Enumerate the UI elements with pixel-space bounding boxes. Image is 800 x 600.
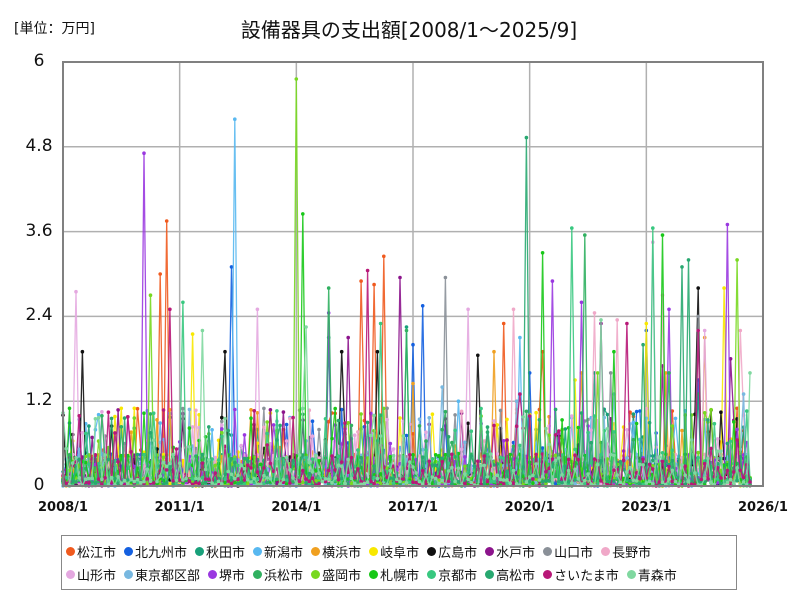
unit-label: [単位：万円] xyxy=(14,21,95,37)
legend-row: 松江市 北九州市 秋田市 新潟市 横浜市 岐阜市 広島市 水戸市 山口市 長野市 xyxy=(66,540,736,563)
y-tick-label: 2.4 xyxy=(25,305,53,326)
legend: 松江市 北九州市 秋田市 新潟市 横浜市 岐阜市 広島市 水戸市 山口市 長野市 山形市 東京都区部… xyxy=(61,535,737,590)
legend-item: 盛岡市 xyxy=(311,565,361,584)
legend-label: 高松市 xyxy=(496,569,536,584)
legend-label: 新潟市 xyxy=(264,546,304,561)
legend-item: 北九州市 xyxy=(124,542,187,561)
legend-item: 松江市 xyxy=(66,542,116,561)
legend-item: 東京都区部 xyxy=(124,565,200,584)
x-tick-label: 2014/1 xyxy=(271,500,322,515)
legend-marker-icon xyxy=(369,547,379,556)
legend-item: 岐阜市 xyxy=(369,542,419,561)
legend-marker-icon xyxy=(369,570,379,579)
legend-item: 長野市 xyxy=(601,542,651,561)
legend-marker-icon xyxy=(124,570,134,579)
legend-marker-icon xyxy=(66,547,75,556)
legend-item: 堺市 xyxy=(208,565,245,584)
legend-marker-icon xyxy=(601,547,611,556)
legend-marker-icon xyxy=(427,547,437,556)
plot-border xyxy=(62,61,764,487)
legend-label: さいたま市 xyxy=(554,569,619,584)
legend-label: 秋田市 xyxy=(206,546,246,561)
legend-marker-icon xyxy=(253,547,263,556)
legend-label: 札幌市 xyxy=(380,569,420,584)
x-tick-label: 2023/1 xyxy=(621,500,672,515)
legend-marker-icon xyxy=(124,547,134,556)
legend-label: 水戸市 xyxy=(496,546,536,561)
legend-item: 浜松市 xyxy=(253,565,303,584)
legend-label: 山口市 xyxy=(554,546,594,561)
x-tick-label: 2020/1 xyxy=(504,500,555,515)
legend-label: 東京都区部 xyxy=(135,569,201,584)
legend-label: 長野市 xyxy=(612,546,652,561)
legend-marker-icon xyxy=(195,547,205,556)
legend-label: 浜松市 xyxy=(264,569,304,584)
legend-label: 松江市 xyxy=(77,546,117,561)
x-tick-label: 2026/1 xyxy=(738,500,788,515)
x-tick-label: 2017/1 xyxy=(388,500,438,515)
legend-item: 新潟市 xyxy=(253,542,303,561)
y-tick-label: 4.8 xyxy=(25,135,53,156)
legend-item: 山口市 xyxy=(543,542,593,561)
chart-title: 設備器具の支出額[2008/1～2025/9] xyxy=(240,18,578,42)
legend-marker-icon xyxy=(311,570,321,579)
legend-item: 山形市 xyxy=(66,565,116,584)
legend-item: さいたま市 xyxy=(543,565,619,584)
legend-marker-icon xyxy=(485,547,495,556)
legend-item: 広島市 xyxy=(427,542,477,561)
series-lines xyxy=(61,77,752,489)
legend-item: 水戸市 xyxy=(485,542,535,561)
legend-marker-icon xyxy=(311,547,321,556)
legend-item: 札幌市 xyxy=(369,565,419,584)
legend-item: 青森市 xyxy=(626,565,677,584)
legend-item: 高松市 xyxy=(485,565,535,584)
legend-marker-icon xyxy=(208,570,218,579)
legend-label: 岐阜市 xyxy=(380,546,420,561)
y-tick-label: 0 xyxy=(33,475,45,495)
legend-label: 盛岡市 xyxy=(322,569,362,584)
y-tick-label: 3.6 xyxy=(25,220,53,241)
x-tick-label: 2008/1 xyxy=(38,500,88,515)
legend-label: 京都市 xyxy=(438,569,478,584)
line-chart-plot xyxy=(61,61,764,489)
legend-marker-icon xyxy=(543,547,553,556)
y-tick-label: 1.2 xyxy=(25,390,53,411)
legend-label: 青森市 xyxy=(637,569,677,584)
legend-row: 山形市 東京都区部 堺市 浜松市 盛岡市 札幌市 京都市 高松市 さいたま市 青森市 xyxy=(66,563,736,586)
legend-item: 秋田市 xyxy=(195,542,245,561)
legend-marker-icon xyxy=(66,570,75,579)
legend-item: 京都市 xyxy=(427,565,477,584)
legend-label: 横浜市 xyxy=(322,546,362,561)
x-tick-label: 2011/1 xyxy=(154,500,205,515)
legend-label: 広島市 xyxy=(438,546,478,561)
y-tick-label: 6 xyxy=(33,51,45,71)
legend-marker-icon xyxy=(543,570,553,579)
legend-marker-icon xyxy=(485,570,495,579)
legend-label: 山形市 xyxy=(77,569,117,584)
legend-marker-icon xyxy=(626,570,636,579)
legend-label: 北九州市 xyxy=(135,546,188,561)
legend-marker-icon xyxy=(253,570,263,579)
legend-item: 横浜市 xyxy=(311,542,361,561)
legend-marker-icon xyxy=(427,570,437,579)
legend-label: 堺市 xyxy=(219,569,246,584)
